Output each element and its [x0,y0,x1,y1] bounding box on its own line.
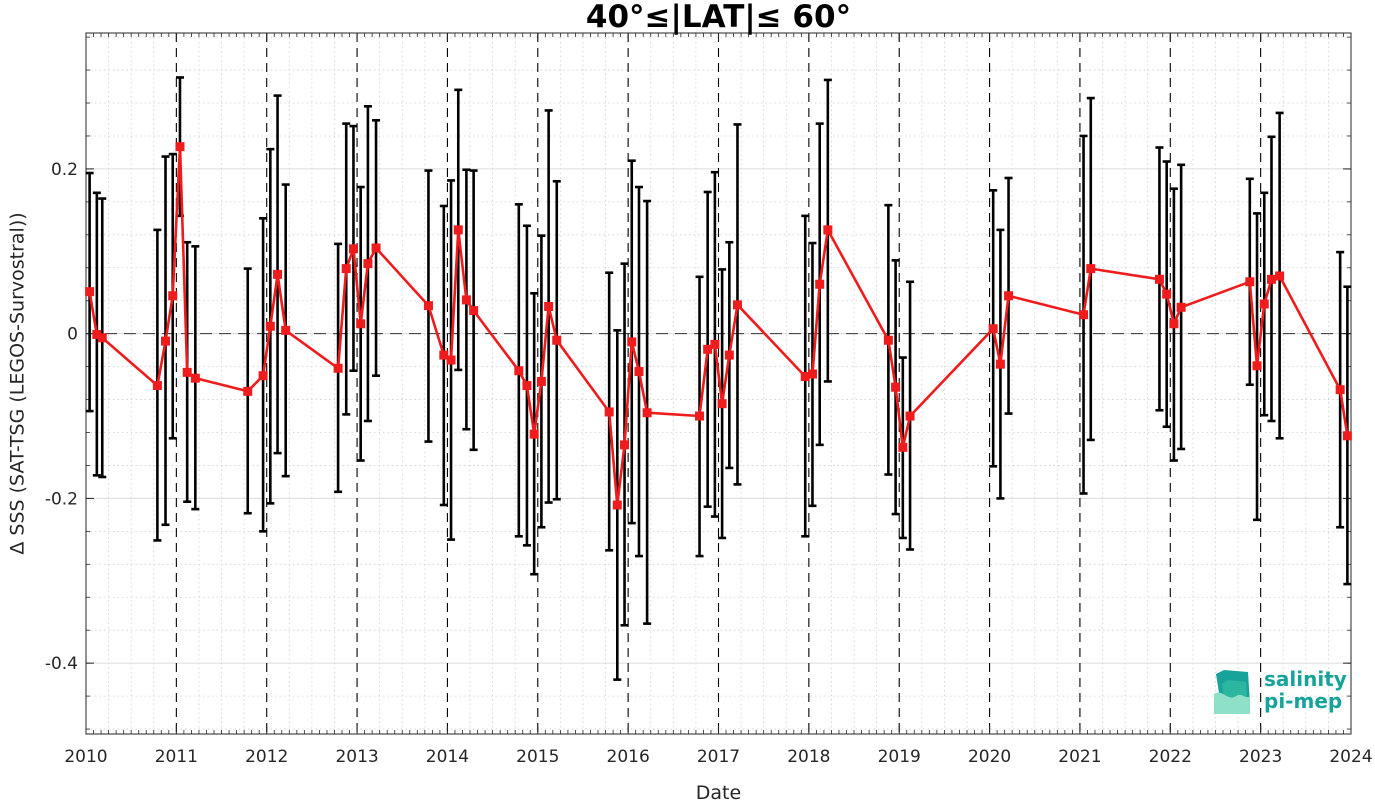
series-line [88,145,1349,507]
axis-ticks [85,33,1352,734]
series [85,142,1352,510]
y-tick-label: -0.2 [45,489,78,509]
data-point-marker [710,339,720,349]
logo-text-salinity: salinity [1264,667,1347,691]
x-tick-label: 2015 [516,747,559,767]
data-point-marker [995,359,1005,369]
data-point-marker [536,376,546,386]
data-point-marker [85,287,95,297]
data-point-marker [356,319,366,329]
x-tick-label: 2010 [64,747,107,767]
data-point-marker [612,500,622,510]
data-point-marker [807,369,817,379]
data-point-marker [341,264,351,274]
x-tick-label: 2020 [968,747,1011,767]
data-point-marker [423,301,433,311]
data-point-marker [815,279,825,289]
axis-tick-labels: 2010 2011 2012 2013 2014 2015 2016 2017 2018 2019… [45,160,1373,767]
data-point-marker [168,291,178,301]
data-point-marker [552,335,562,345]
data-point-marker [634,367,644,377]
x-axis-label: Date [696,782,741,801]
data-point-marker [604,407,614,417]
data-point-marker [182,367,192,377]
x-tick-label: 2018 [787,747,830,767]
data-point-marker [152,381,162,391]
x-tick-label: 2017 [697,747,740,767]
x-tick-label: 2021 [1058,747,1101,767]
y-tick-label: -0.4 [45,654,78,674]
data-point-marker [1176,302,1186,312]
data-point-marker [529,429,539,439]
data-point-marker [469,306,479,316]
x-tick-label: 2012 [245,747,288,767]
x-tick-label: 2019 [878,747,921,767]
data-point-marker [891,382,901,392]
x-tick-label: 2013 [335,747,378,767]
data-point-marker [1275,271,1285,281]
data-point-marker [258,371,268,381]
y-tick-label: 0.2 [51,160,78,180]
data-point-marker [1335,385,1345,395]
data-point-marker [243,386,253,396]
data-point-marker [724,350,734,360]
data-point-marker [265,321,275,331]
data-point-marker [905,411,915,421]
data-point-marker [161,336,171,346]
salinity-pi-mep-logo: salinity pi-mep [1214,667,1347,714]
data-point-marker [1252,361,1262,371]
data-point-marker [883,335,893,345]
x-tick-label: 2022 [1149,747,1192,767]
data-point-marker [348,244,358,254]
data-point-marker [1162,289,1172,299]
data-point-marker [175,142,185,152]
x-tick-label: 2023 [1239,747,1282,767]
x-tick-label: 2024 [1329,747,1372,767]
data-point-marker [439,350,449,360]
data-point-marker [620,440,630,450]
data-point-marker [522,381,532,391]
data-point-marker [823,225,833,235]
data-point-marker [1086,264,1096,274]
data-point-marker [453,225,463,235]
data-point-marker [190,373,200,383]
data-point-marker [717,399,727,409]
x-tick-label: 2011 [155,747,198,767]
data-point-marker [1245,277,1255,287]
data-point-marker [1154,274,1164,284]
data-point-marker [446,355,456,365]
x-tick-label: 2016 [607,747,650,767]
data-point-marker [695,411,705,421]
data-point-marker [898,442,908,452]
data-point-marker [1259,299,1269,309]
data-point-marker [371,243,381,253]
grid [86,33,1351,734]
data-point-marker [1004,291,1014,301]
data-point-marker [1342,431,1352,441]
data-point-marker [1079,310,1089,320]
data-point-marker [1266,274,1276,284]
data-point-marker [461,295,471,305]
data-point-marker [703,344,713,354]
data-point-marker [988,324,998,334]
logo-wave-icon [1214,670,1250,714]
data-point-marker [514,366,524,376]
data-point-marker [97,333,107,343]
data-point-marker [333,363,343,373]
data-point-marker [642,408,652,418]
y-axis-label: Δ SSS (SAT-TSG (LEGOS-Survostral)) [7,212,29,554]
data-point-marker [732,300,742,310]
data-point-marker [363,259,373,269]
data-point-marker [281,325,291,335]
chart-title: 40°≤|LAT|≤ 60° [586,0,851,35]
y-tick-label: 0 [67,325,78,345]
logo-text-pimep: pi-mep [1264,689,1342,713]
data-point-marker [1169,319,1179,329]
x-tick-label: 2014 [426,747,469,767]
data-point-marker [627,337,637,347]
data-point-marker [273,269,283,279]
data-point-marker [544,301,554,311]
